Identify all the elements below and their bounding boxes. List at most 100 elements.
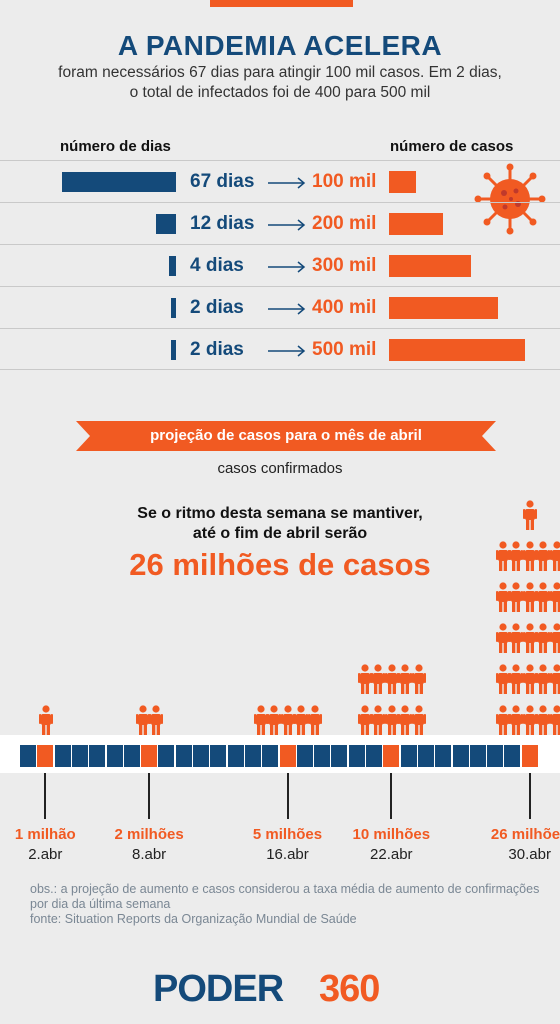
person-icon [495, 623, 510, 653]
obs-note: obs.: a projeção de aumento e casos cons… [30, 882, 540, 911]
person-icon [522, 582, 537, 612]
timeline-day-cell [89, 745, 106, 767]
person-icon [149, 705, 164, 735]
virus-icon [474, 163, 546, 235]
arrow-right-icon [268, 345, 306, 357]
projection-text: Se o ritmo desta semana se mantiver, até… [0, 504, 560, 544]
days-label: 12 dias [190, 213, 255, 234]
person-icon [536, 541, 551, 571]
person-icon [411, 705, 426, 735]
days-bar [171, 298, 176, 318]
table-divider [0, 244, 560, 245]
logo-text-poder: PODER [153, 968, 284, 1007]
person-icon [549, 541, 560, 571]
person-icon [509, 705, 524, 735]
days-bar [156, 214, 176, 234]
person-icon [495, 541, 510, 571]
arrow-right-icon [268, 219, 306, 231]
notes: obs.: a projeção de aumento e casos cons… [30, 882, 540, 927]
timeline-day-cell [504, 745, 521, 767]
milestone-date: 30.abr [508, 846, 551, 863]
timeline-day-cell [210, 745, 227, 767]
person-icon [135, 705, 150, 735]
timeline-day-cell [123, 745, 140, 767]
timeline-day-cell [54, 745, 71, 767]
person-icon [411, 664, 426, 694]
source-note: fonte: Situation Reports da Organização … [30, 912, 357, 926]
person-icon [549, 705, 560, 735]
cases-label: 100 mil [312, 171, 377, 192]
table-divider [0, 286, 560, 287]
days-bar [169, 256, 176, 276]
person-icon [267, 705, 282, 735]
timeline-day-cell [487, 745, 504, 767]
cases-bar [389, 255, 471, 277]
person-icon [495, 664, 510, 694]
person-icon [253, 705, 268, 735]
timeline-day-cell [244, 745, 261, 767]
arrow-right-icon [268, 177, 306, 189]
person-icon [384, 664, 399, 694]
person-icon [357, 664, 372, 694]
days-column-header: número de dias [60, 138, 171, 155]
timeline-day-cell [314, 745, 331, 767]
milestone-tick [44, 773, 47, 819]
person-icon [549, 582, 560, 612]
milestone-value: 10 milhões [352, 826, 431, 843]
person-icon [371, 705, 386, 735]
days-label: 2 dias [190, 339, 244, 360]
projection-total: 26 milhões de casos [129, 547, 431, 582]
poder360-logo: PODER 360 [153, 968, 380, 1007]
person-icon [398, 705, 413, 735]
cases-label: 400 mil [312, 297, 377, 318]
milestone-value: 2 milhões [114, 826, 184, 843]
top-accent-bar [210, 0, 353, 7]
table-divider [0, 328, 560, 329]
person-icon [495, 582, 510, 612]
timeline-day-cell [175, 745, 192, 767]
projection-text-line-2: até o fim de abril serão [192, 525, 368, 542]
timeline-day-cell [521, 745, 538, 767]
person-icon [522, 664, 537, 694]
person-icon [384, 705, 399, 735]
page-subtitle: foram necessários 67 dias para atingir 1… [30, 63, 530, 103]
person-icon [536, 664, 551, 694]
timeline-day-cell [106, 745, 123, 767]
person-icon [509, 664, 524, 694]
days-label: 4 dias [190, 255, 244, 276]
person-icon [280, 705, 295, 735]
person-icon [495, 705, 510, 735]
timeline-day-cell [71, 745, 88, 767]
timeline-day-cell [262, 745, 279, 767]
timeline-day-cell [469, 745, 486, 767]
person-icon [536, 705, 551, 735]
timeline-day-cell [227, 745, 244, 767]
days-bar [62, 172, 176, 192]
person-icon [536, 623, 551, 653]
arrow-right-icon [268, 261, 306, 273]
subtitle-line-2: o total de infectados foi de 400 para 50… [129, 84, 431, 101]
days-label: 2 dias [190, 297, 244, 318]
timeline-day-cell [20, 745, 36, 767]
cases-bar [389, 213, 443, 235]
milestone-tick [528, 773, 531, 819]
timeline-day-cell [417, 745, 434, 767]
cases-label: 200 mil [312, 213, 377, 234]
milestone-date: 2.abr [28, 846, 63, 863]
person-icon [509, 582, 524, 612]
timeline-day-cell [435, 745, 452, 767]
page-title: A PANDEMIA ACELERA [117, 30, 443, 61]
milestone-date: 22.abr [370, 846, 413, 863]
person-icon [549, 623, 560, 653]
timeline-day-cell [296, 745, 313, 767]
cases-bar [389, 339, 525, 361]
projection-banner [76, 421, 496, 451]
arrow-right-icon [268, 303, 306, 315]
cases-label: 300 mil [312, 255, 377, 276]
person-icon [398, 664, 413, 694]
milestone-tick [390, 773, 393, 819]
person-icon [509, 623, 524, 653]
logo-text-360: 360 [319, 968, 379, 1007]
cases-bar [389, 171, 416, 193]
timeline-day-cell [141, 745, 158, 767]
